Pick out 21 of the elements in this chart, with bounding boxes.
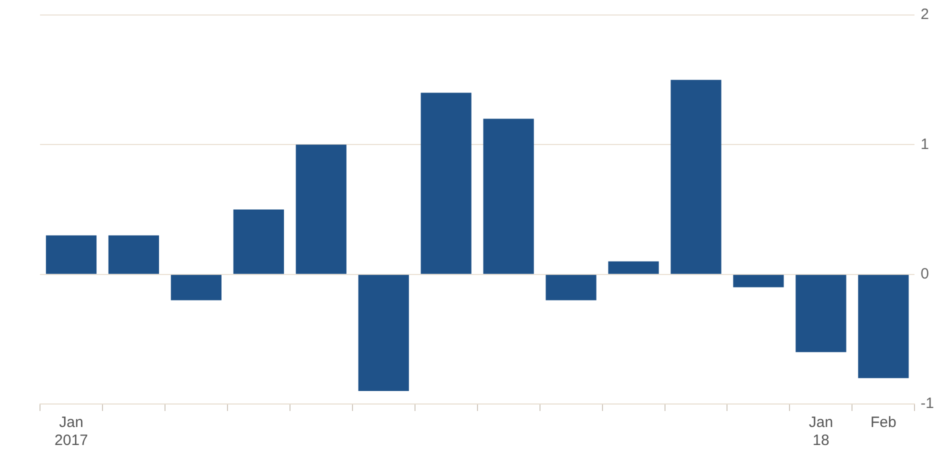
bar xyxy=(483,118,534,274)
bar xyxy=(233,210,284,274)
bar xyxy=(608,261,659,274)
y-tick-label: 1 xyxy=(920,136,930,153)
x-tick-label: Jan 2017 xyxy=(54,414,88,450)
bar xyxy=(46,235,97,274)
bar xyxy=(108,235,160,274)
bar xyxy=(670,80,722,274)
y-tick-label: 0 xyxy=(920,265,930,282)
y-tick-label: -1 xyxy=(920,395,934,412)
y-tick-label: 2 xyxy=(920,6,930,24)
bar xyxy=(420,92,472,274)
bar xyxy=(796,274,846,352)
bar xyxy=(170,274,222,300)
bar xyxy=(358,274,409,392)
bar xyxy=(546,274,596,300)
bar xyxy=(858,274,909,378)
bar xyxy=(733,274,784,288)
x-tick-label: Feb xyxy=(870,414,896,432)
x-tick-label: Jan 18 xyxy=(808,414,834,450)
bar xyxy=(296,144,346,274)
